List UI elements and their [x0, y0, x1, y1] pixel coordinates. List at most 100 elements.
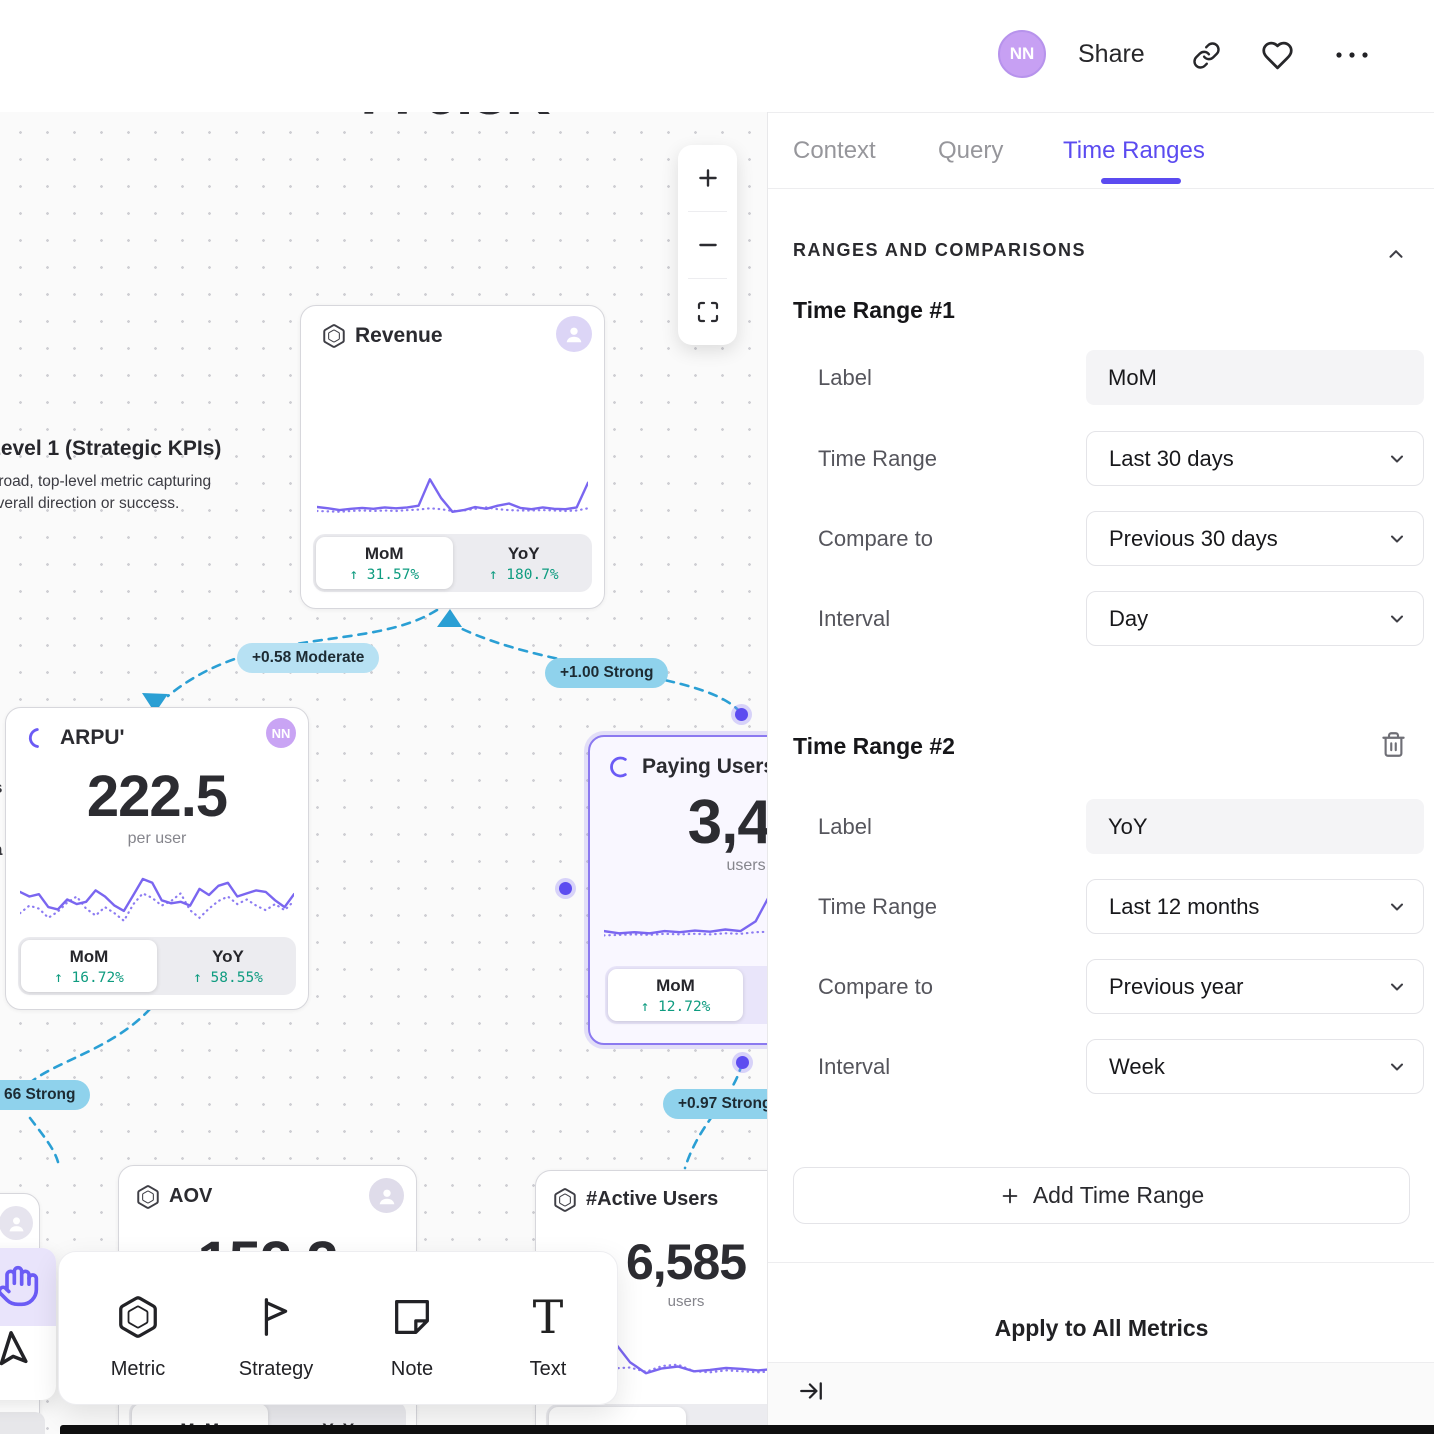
- settings-panel: Context Query Time Ranges RANGES AND COM…: [767, 0, 1434, 1434]
- arc-spinner-icon: [26, 725, 52, 751]
- toggle-mom[interactable]: MoM ↑ 31.57%: [316, 537, 453, 589]
- add-strategy-button[interactable]: Strategy: [217, 1252, 335, 1402]
- hexagon-metric-icon: [552, 1187, 578, 1213]
- zoom-controls: [678, 145, 737, 345]
- metric-value: 6,585: [625, 1234, 747, 1290]
- hexagon-metric-icon: [119, 1296, 157, 1338]
- correlation-badge: +1.00 Strong: [545, 658, 669, 688]
- metric-unit: per user: [127, 830, 187, 847]
- interval-select[interactable]: Week: [1086, 1039, 1424, 1094]
- panel-tabs: Context Query Time Ranges: [768, 112, 1434, 189]
- share-button[interactable]: Share: [1078, 40, 1145, 68]
- collapse-panel-icon[interactable]: [798, 1378, 824, 1404]
- flag-icon: [264, 1298, 288, 1336]
- zoom-out-button[interactable]: [678, 212, 737, 278]
- tab-query[interactable]: Query: [938, 137, 1004, 164]
- hexagon-metric-icon: [321, 323, 347, 349]
- favorite-heart-icon[interactable]: [1261, 39, 1294, 72]
- correlation-badge: 66 Strong: [0, 1080, 91, 1110]
- app-header: NN Share: [0, 0, 1434, 112]
- maximize-icon: [697, 301, 718, 323]
- canvas-toolbar: Metric Strategy Note T Text: [58, 1251, 618, 1405]
- zoom-in-button[interactable]: [678, 145, 737, 211]
- owner-avatar[interactable]: [0, 1206, 33, 1240]
- card-title: Revenue: [355, 324, 443, 347]
- fit-view-button[interactable]: [678, 279, 737, 345]
- cursor-icon: [0, 1331, 28, 1366]
- canvas-annotation: Level 1 (Strategic KPIs) Broad, top-leve…: [0, 437, 258, 515]
- time-range-select[interactable]: Last 12 months: [1086, 879, 1424, 934]
- clipped-toggle-fragment: [0, 1412, 45, 1434]
- plus-icon: [698, 169, 717, 187]
- chevron-down-icon: [1387, 897, 1407, 917]
- chevron-down-icon: [1387, 1057, 1407, 1077]
- label-input[interactable]: MoM: [1086, 350, 1424, 405]
- card-title: AOV: [169, 1185, 213, 1207]
- minus-icon: [698, 243, 717, 247]
- connection-handle-top[interactable]: [735, 708, 748, 721]
- sparkline: [317, 472, 588, 520]
- crescent-icon: [608, 754, 634, 780]
- section-header: RANGES AND COMPARISONS: [793, 240, 1087, 260]
- time-range-select[interactable]: Last 30 days: [1086, 431, 1424, 486]
- card-title: #Active Users: [586, 1188, 719, 1210]
- add-metric-button[interactable]: Metric: [79, 1252, 197, 1402]
- tab-context[interactable]: Context: [793, 137, 876, 164]
- time-range-toggle: MoM ↑ 16.72% YoY ↑ 58.55%: [18, 937, 296, 995]
- metric-unit: users: [667, 1293, 705, 1310]
- connection-handle-bottom[interactable]: [736, 1056, 749, 1069]
- chevron-down-icon: [1387, 609, 1407, 629]
- field-row-time-range: Time Range Last 30 days: [768, 431, 1434, 486]
- label-input[interactable]: YoY: [1086, 799, 1424, 854]
- owner-avatar[interactable]: [556, 316, 592, 352]
- field-row-interval: Interval Day: [768, 591, 1434, 646]
- chevron-down-icon: [1387, 977, 1407, 997]
- owner-avatar[interactable]: [369, 1178, 404, 1213]
- metric-card-arpu[interactable]: ARPU' NN 222.5 per user MoM ↑ 16.72% YoY…: [5, 707, 309, 1010]
- compare-to-select[interactable]: Previous year: [1086, 959, 1424, 1014]
- add-time-range-button[interactable]: Add Time Range: [793, 1167, 1410, 1224]
- clipped-text-fragment: a: [0, 840, 2, 860]
- time-range-toggle: MoM ↑ 31.57% YoY ↑ 180.7%: [313, 534, 592, 592]
- field-row-compare-to: Compare to Previous 30 days: [768, 511, 1434, 566]
- sparkline: [20, 858, 294, 938]
- time-range-1-title: Time Range #1: [793, 297, 955, 323]
- clipped-text-fragment: s: [0, 778, 2, 798]
- hand-icon: [0, 1265, 39, 1307]
- apply-to-all-metrics-button[interactable]: Apply to All Metrics: [994, 1314, 1209, 1341]
- active-tab-underline: [1101, 178, 1181, 184]
- note-icon: [395, 1300, 429, 1334]
- field-row-time-range: Time Range Last 12 months: [768, 879, 1434, 934]
- toggle-yoy[interactable]: YoY ↑ 180.7%: [488, 543, 559, 583]
- add-note-button[interactable]: Note: [353, 1252, 471, 1402]
- tab-time-ranges[interactable]: Time Ranges: [1063, 137, 1205, 164]
- field-row-label: Label MoM: [768, 350, 1434, 405]
- toggle-mom[interactable]: MoM ↑ 16.72%: [21, 940, 157, 992]
- panel-footer: [768, 1363, 1434, 1434]
- add-text-button[interactable]: T Text: [529, 1290, 567, 1380]
- collapse-section-chevron-up-icon[interactable]: [1385, 243, 1407, 265]
- correlation-badge: +0.58 Moderate: [237, 643, 380, 673]
- connection-handle-left[interactable]: [559, 882, 572, 895]
- field-row-compare-to: Compare to Previous year: [768, 959, 1434, 1014]
- plus-icon: [1002, 1188, 1018, 1203]
- more-options-ellipsis-icon[interactable]: [1334, 49, 1370, 61]
- field-row-label: Label YoY: [768, 799, 1434, 854]
- copy-link-icon[interactable]: [1192, 41, 1221, 70]
- tool-palette: [0, 1248, 56, 1400]
- screen-edge-bar: [60, 1425, 1434, 1434]
- user-avatar[interactable]: NN: [998, 30, 1046, 78]
- delete-time-range-trash-icon[interactable]: [1380, 731, 1407, 758]
- toggle-yoy[interactable]: YoY ↑ 58.55%: [193, 946, 263, 986]
- metric-unit: users: [726, 857, 766, 874]
- toggle-mom[interactable]: MoM ↑ 12.72%: [608, 969, 743, 1021]
- select-tool-button[interactable]: [0, 1326, 56, 1400]
- hand-tool-button[interactable]: [0, 1248, 56, 1326]
- card-title: Paying Users': [642, 755, 781, 778]
- annotation-body: Broad, top-level metric capturing overall…: [0, 473, 212, 512]
- interval-select[interactable]: Day: [1086, 591, 1424, 646]
- metric-card-revenue[interactable]: Revenue 776.8K MoM ↑ 31.57% YoY ↑ 180.7%: [300, 59, 605, 609]
- owner-avatar-nn[interactable]: NN: [266, 718, 296, 748]
- compare-to-select[interactable]: Previous 30 days: [1086, 511, 1424, 566]
